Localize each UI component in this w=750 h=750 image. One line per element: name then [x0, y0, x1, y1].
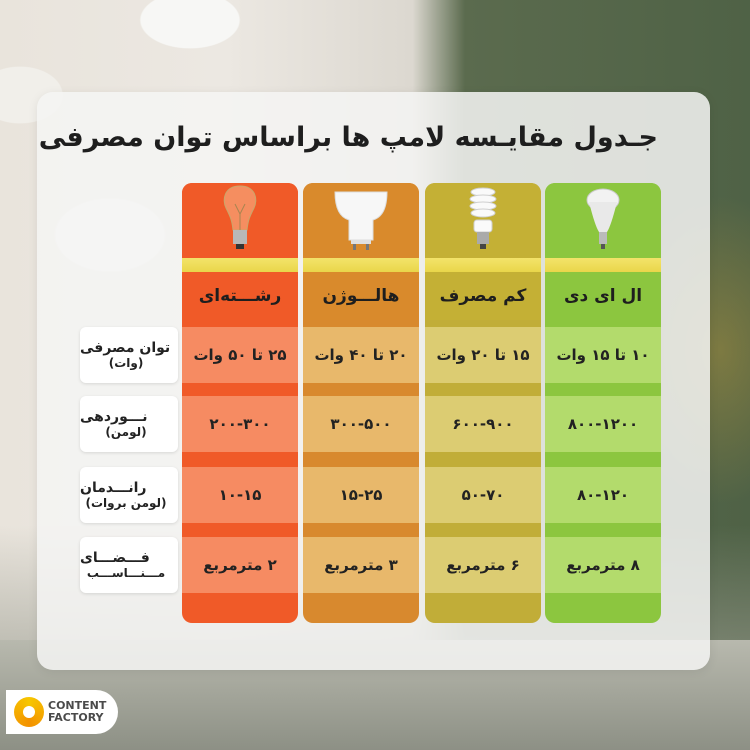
table-cell: ۱۰ تا ۱۵ وات	[545, 327, 661, 383]
column-title: ال ای دی	[545, 272, 661, 320]
table-cell: ۵۰-۷۰	[425, 467, 541, 523]
column-led-bulb: ال ای دی ۱۰ تا ۱۵ وات ۸۰۰-۱۲۰۰ ۸۰-۱۲۰ ۸ مترم…	[545, 183, 661, 623]
row-label: رانـــدمان (لومن بروات)	[80, 467, 178, 523]
table-cell: ۲ مترمربع	[182, 537, 298, 593]
column-halogen-bulb: هالـــوژن ۲۰ تا ۴۰ وات ۳۰۰-۵۰۰ ۱۵-۲۵ ۳ مترمر…	[303, 183, 419, 623]
table-cell: ۱۵-۲۵	[303, 467, 419, 523]
column-title: رشـــته‌ای	[182, 272, 298, 320]
column-title: کم مصرف	[425, 272, 541, 320]
table-cell: ۲۰۰-۳۰۰	[182, 396, 298, 452]
row-label-unit: (وات)	[108, 356, 144, 370]
table-cell: ۳ مترمربع	[303, 537, 419, 593]
row-label-unit: مـــنـــاســـب	[86, 566, 166, 580]
logo-text-line2: FACTORY	[48, 711, 104, 724]
header-band	[182, 258, 298, 272]
column-title: هالـــوژن	[303, 272, 419, 320]
page-title: جـدول مقایـسه لامپ ها براساس توان مصرفی	[38, 122, 658, 153]
halogen-bulb-icon	[331, 186, 391, 256]
table-cell: ۶ مترمربع	[425, 537, 541, 593]
row-label: توان مصرفی (وات)	[80, 327, 178, 383]
table-cell: ۳۰۰-۵۰۰	[303, 396, 419, 452]
column-incandescent-bulb: رشـــته‌ای ۲۵ تا ۵۰ وات ۲۰۰-۳۰۰ ۱۰-۱۵ ۲ مترم…	[182, 183, 298, 623]
table-cell: ۸۰۰-۱۲۰۰	[545, 396, 661, 452]
incandescent-bulb-icon	[220, 184, 260, 258]
table-cell: ۱۰-۱۵	[182, 467, 298, 523]
table-cell: ۱۵ تا ۲۰ وات	[425, 327, 541, 383]
header-band	[425, 258, 541, 272]
table-cell: ۸ مترمربع	[545, 537, 661, 593]
cfl-bulb-icon	[466, 184, 500, 258]
row-label-title: رانـــدمان	[80, 480, 147, 496]
column-cfl-bulb: کم مصرف ۱۵ تا ۲۰ وات ۶۰۰-۹۰۰ ۵۰-۷۰ ۶ مترمربع	[425, 183, 541, 623]
table-cell: ۲۵ تا ۵۰ وات	[182, 327, 298, 383]
header-band	[303, 258, 419, 272]
table-cell: ۲۰ تا ۴۰ وات	[303, 327, 419, 383]
row-label: نـــوردهی (لومن)	[80, 396, 178, 452]
row-label-title: توان مصرفی	[80, 340, 171, 356]
logo-text-line1: CONTENT	[48, 699, 107, 712]
table-cell: ۸۰-۱۲۰	[545, 467, 661, 523]
row-label-title: نـــوردهی	[80, 409, 148, 425]
row-label-unit: (لومن)	[105, 425, 147, 439]
row-label: فـــضـــای مـــنـــاســـب	[80, 537, 178, 593]
led-bulb-icon	[583, 186, 623, 256]
row-label-title: فـــضـــای	[80, 550, 150, 566]
content-factory-logo: CONTENT FACTORY	[6, 690, 118, 734]
logo-mark-icon	[14, 697, 44, 727]
header-band	[545, 258, 661, 272]
row-label-unit: (لومن بروات)	[85, 496, 167, 510]
table-cell: ۶۰۰-۹۰۰	[425, 396, 541, 452]
